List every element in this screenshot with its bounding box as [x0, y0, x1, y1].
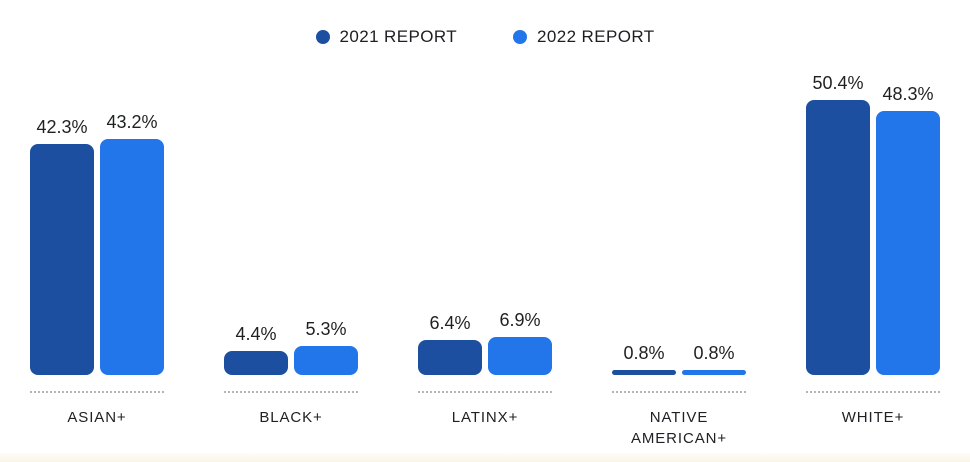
- bar-column: 4.4%: [224, 324, 288, 375]
- bar-2022: [682, 370, 746, 375]
- bar-2022: [100, 139, 164, 375]
- category-label: LATINX+: [451, 409, 519, 426]
- legend-item-2021-report: 2021 REPORT: [315, 27, 457, 47]
- bar-value-label: 42.3%: [36, 117, 88, 137]
- category-label: ASIAN+: [67, 409, 127, 426]
- bar-column: 43.2%: [100, 112, 164, 375]
- dotted-axis-divider: [30, 391, 164, 393]
- dotted-axis-divider: [806, 391, 940, 393]
- bar-2022: [876, 111, 940, 375]
- bar-value-label: 6.9%: [499, 310, 541, 330]
- dotted-axis-divider: [224, 391, 358, 393]
- chart-legend: 2021 REPORT 2022 REPORT: [0, 27, 970, 47]
- bar-2022: [294, 346, 358, 375]
- bar-pair: 42.3% 43.2%: [30, 0, 164, 375]
- bar-value-label: 6.4%: [429, 313, 471, 333]
- bar-2021: [224, 351, 288, 375]
- bar-2021: [418, 340, 482, 375]
- bottom-strip: [0, 453, 970, 462]
- bar-group-asian: 42.3% 43.2% ASIAN+: [0, 0, 194, 462]
- bar-value-label: 4.4%: [235, 324, 277, 344]
- bar-group-latinx: 6.4% 6.9% LATINX+: [388, 0, 582, 462]
- legend-dot-2021-icon: [315, 30, 330, 44]
- bar-value-label: 0.8%: [623, 343, 665, 363]
- bar-pair: 50.4% 48.3%: [806, 0, 940, 375]
- category-label: NATIVE AMERICAN+: [630, 409, 728, 447]
- bar-value-label: 43.2%: [106, 112, 158, 132]
- bar-column: 6.4%: [418, 313, 482, 375]
- dotted-axis-divider: [612, 391, 746, 393]
- bar-pair: 4.4% 5.3%: [224, 0, 358, 375]
- legend-item-2022-report: 2022 REPORT: [513, 27, 654, 47]
- bar-2021: [612, 370, 676, 375]
- bar-2021: [30, 144, 94, 375]
- legend-label-2022: 2022 REPORT: [537, 27, 655, 46]
- bar-value-label: 0.8%: [693, 343, 735, 363]
- category-label: WHITE+: [841, 409, 905, 426]
- bar-column: 0.8%: [612, 343, 676, 375]
- legend-label-2021: 2021 REPORT: [339, 27, 457, 46]
- bar-column: 0.8%: [682, 343, 746, 375]
- bar-group-black: 4.4% 5.3% BLACK+: [194, 0, 388, 462]
- bar-value-label: 50.4%: [812, 73, 864, 93]
- bar-2021: [806, 100, 870, 375]
- bar-column: 5.3%: [294, 319, 358, 375]
- bar-value-label: 5.3%: [305, 319, 347, 339]
- legend-dot-2022-icon: [513, 30, 527, 44]
- bar-2022: [488, 337, 552, 375]
- bar-column: 48.3%: [876, 84, 940, 375]
- bar-value-label: 48.3%: [882, 84, 934, 104]
- bar-pair: 0.8% 0.8%: [612, 0, 746, 375]
- bar-column: 50.4%: [806, 73, 870, 375]
- category-label: BLACK+: [259, 409, 323, 426]
- bar-column: 6.9%: [488, 310, 552, 375]
- bar-pair: 6.4% 6.9%: [418, 0, 552, 375]
- bar-column: 42.3%: [30, 117, 94, 375]
- bar-group-native-american: 0.8% 0.8% NATIVE AMERICAN+: [582, 0, 776, 462]
- bar-group-white: 50.4% 48.3% WHITE+: [776, 0, 970, 462]
- dotted-axis-divider: [418, 391, 552, 393]
